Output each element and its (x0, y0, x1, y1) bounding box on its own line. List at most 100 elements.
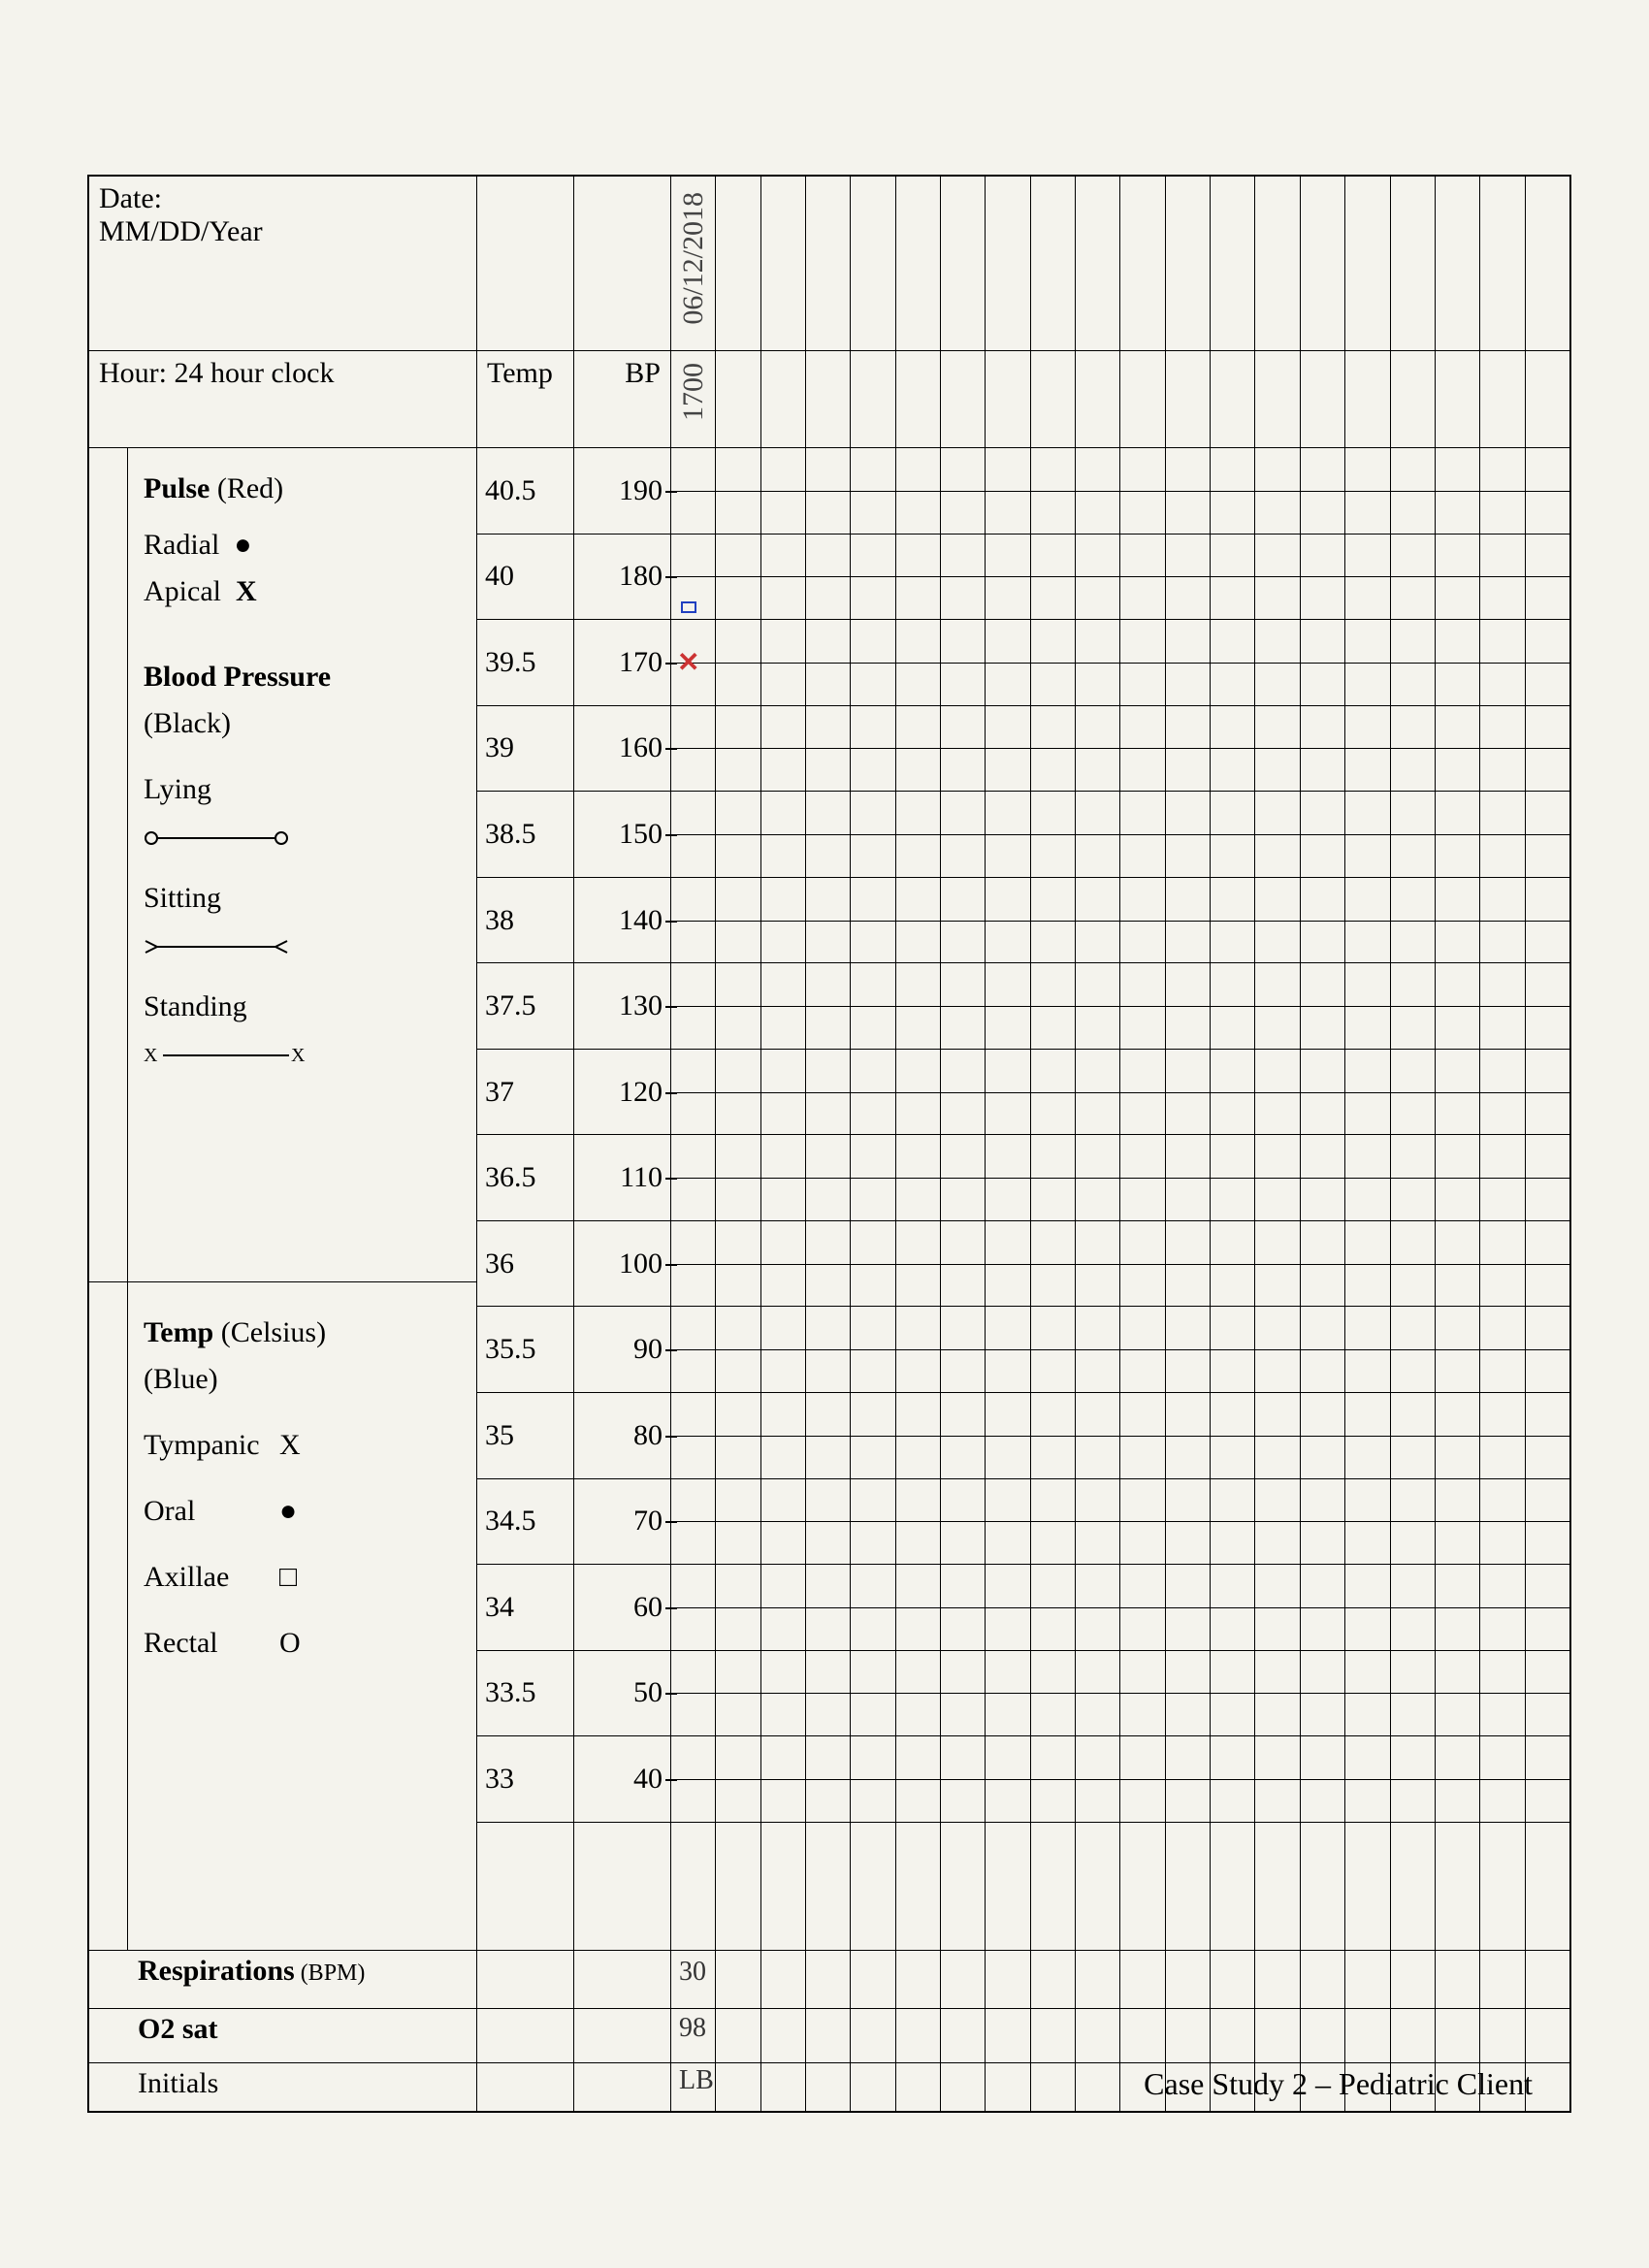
scale-grid: 40.51904018039.5170✕3916038.51503814037.… (477, 448, 1569, 1950)
bp-sitting-label: Sitting (144, 875, 461, 922)
pulse-apical-label: Apical (144, 575, 221, 607)
scale-row: 38.5150 (477, 792, 1569, 878)
legend-temp: Temp (Celsius) (Blue) TympanicX Oral● Ax… (128, 1282, 476, 1950)
footer-text: Case Study 2 – Pediatric Client (0, 2066, 1533, 2102)
scale-row: 3580 (477, 1393, 1569, 1479)
temp-note: (Celsius) (213, 1316, 326, 1348)
pulse-apical-mark-icon: ✕ (677, 646, 699, 679)
circle-filled-icon: ● (234, 529, 251, 561)
chart-body: Pulse (Red) Radial ● Apical X Blood Pres… (89, 448, 1569, 1950)
bp-lying-label: Lying (144, 766, 461, 813)
bp-scale-value: 190 (574, 448, 671, 534)
bp-scale-value: 70 (574, 1479, 671, 1565)
temp-scale-value: 38.5 (477, 792, 574, 877)
svg-text:X: X (144, 1046, 158, 1065)
temp-oral: Oral (144, 1488, 279, 1535)
bp-scale-value: 160 (574, 706, 671, 792)
bp-scale-value: 90 (574, 1307, 671, 1392)
scale-row: 36.5110 (477, 1135, 1569, 1221)
svg-text:X: X (291, 1046, 306, 1065)
scale-row: 37120 (477, 1050, 1569, 1136)
o2-label: O2 sat (138, 2013, 218, 2045)
pulse-note: (Red) (210, 472, 283, 504)
temp-sub: (Blue) (144, 1356, 461, 1403)
scale-row: 38140 (477, 878, 1569, 964)
row-date: Date: MM/DD/Year 06/12/2018 (89, 177, 1569, 351)
axillae-symbol-icon: □ (279, 1561, 297, 1593)
gutter-lower (89, 1282, 128, 1950)
temp-axillae: Axillae (144, 1554, 279, 1601)
bp-scale-value: 80 (574, 1393, 671, 1478)
lying-symbol-icon (144, 813, 461, 859)
hour-entry: 1700 (677, 357, 710, 427)
date-temp-blank (477, 177, 574, 351)
temp-title: Temp (144, 1316, 213, 1348)
scale-row: 40180 (477, 535, 1569, 621)
legend-pulse-bp: Pulse (Red) Radial ● Apical X Blood Pres… (128, 448, 476, 1281)
temp-scale-value: 34 (477, 1565, 574, 1650)
scale-row: 36100 (477, 1221, 1569, 1308)
temp-scale-value: 34.5 (477, 1479, 574, 1565)
scale-row: 3340 (477, 1736, 1569, 1823)
x-bold-icon: X (236, 575, 257, 607)
resp-label: Respirations (138, 1955, 295, 1987)
bp-header: BP (574, 351, 671, 448)
bp-title: Blood Pressure (144, 661, 331, 693)
date-label: Date: MM/DD/Year (89, 177, 477, 351)
scale-row: 35.590 (477, 1307, 1569, 1393)
temp-scale-value: 38 (477, 878, 574, 963)
scale-row: 39160 (477, 706, 1569, 793)
resp-note: (BPM) (295, 1960, 366, 1986)
bp-scale-value: 60 (574, 1565, 671, 1650)
resp-value: 30 (679, 1957, 706, 1988)
scale-row: 39.5170✕ (477, 620, 1569, 706)
row-o2sat: O2 sat 98 (89, 2008, 1569, 2062)
row-respirations: Respirations (BPM) 30 (89, 1950, 1569, 2008)
bp-scale-value: 110 (574, 1135, 671, 1220)
temp-scale-value: 36 (477, 1221, 574, 1307)
temp-header: Temp (477, 351, 574, 448)
bp-note: (Black) (144, 700, 461, 747)
pulse-title: Pulse (144, 472, 210, 504)
bp-scale-value: 50 (574, 1651, 671, 1736)
temp-scale-value: 33.5 (477, 1651, 574, 1736)
sitting-symbol-icon (144, 922, 461, 968)
scale-row: 40.5190 (477, 448, 1569, 535)
gutter-upper (89, 448, 128, 1281)
scale-row: 33.550 (477, 1651, 1569, 1737)
scale-row: 37.5130 (477, 963, 1569, 1050)
date-entry: 06/12/2018 (677, 186, 710, 331)
temp-scale-value: 36.5 (477, 1135, 574, 1220)
o2-value: 98 (679, 2013, 706, 2044)
temp-scale-value: 40.5 (477, 448, 574, 534)
hour-label: Hour: 24 hour clock (89, 351, 477, 448)
temp-tympanic: Tympanic (144, 1422, 279, 1469)
bp-standing-label: Standing (144, 984, 461, 1030)
bp-scale-value: 40 (574, 1736, 671, 1822)
date-bp-blank (574, 177, 671, 351)
standing-symbol-icon: XX (144, 1030, 461, 1077)
bp-scale-value: 120 (574, 1050, 671, 1135)
bp-scale-value: 100 (574, 1221, 671, 1307)
scale-row: 34.570 (477, 1479, 1569, 1566)
temp-scale-value: 37.5 (477, 963, 574, 1049)
temp-axillae-mark-icon (681, 601, 696, 613)
temp-rectal: Rectal (144, 1620, 279, 1667)
bp-scale-value: 170 (574, 620, 671, 705)
tympanic-symbol-icon: X (279, 1429, 301, 1461)
pulse-radial-label: Radial (144, 529, 219, 561)
scale-row: 3460 (477, 1565, 1569, 1651)
bp-scale-value: 130 (574, 963, 671, 1049)
temp-scale-value: 40 (477, 535, 574, 620)
bp-scale-value: 180 (574, 535, 671, 620)
vital-signs-sheet: Date: MM/DD/Year 06/12/2018 Hour: 24 hou… (87, 175, 1571, 2113)
scale-row-blank (477, 1823, 1569, 1950)
bp-scale-value: 140 (574, 878, 671, 963)
temp-scale-value: 35 (477, 1393, 574, 1478)
rectal-symbol-icon: O (279, 1627, 301, 1659)
row-hour: Hour: 24 hour clock Temp BP 1700 (89, 351, 1569, 448)
temp-scale-value: 39.5 (477, 620, 574, 705)
temp-scale-value: 37 (477, 1050, 574, 1135)
temp-scale-value: 35.5 (477, 1307, 574, 1392)
oral-symbol-icon: ● (279, 1495, 297, 1527)
